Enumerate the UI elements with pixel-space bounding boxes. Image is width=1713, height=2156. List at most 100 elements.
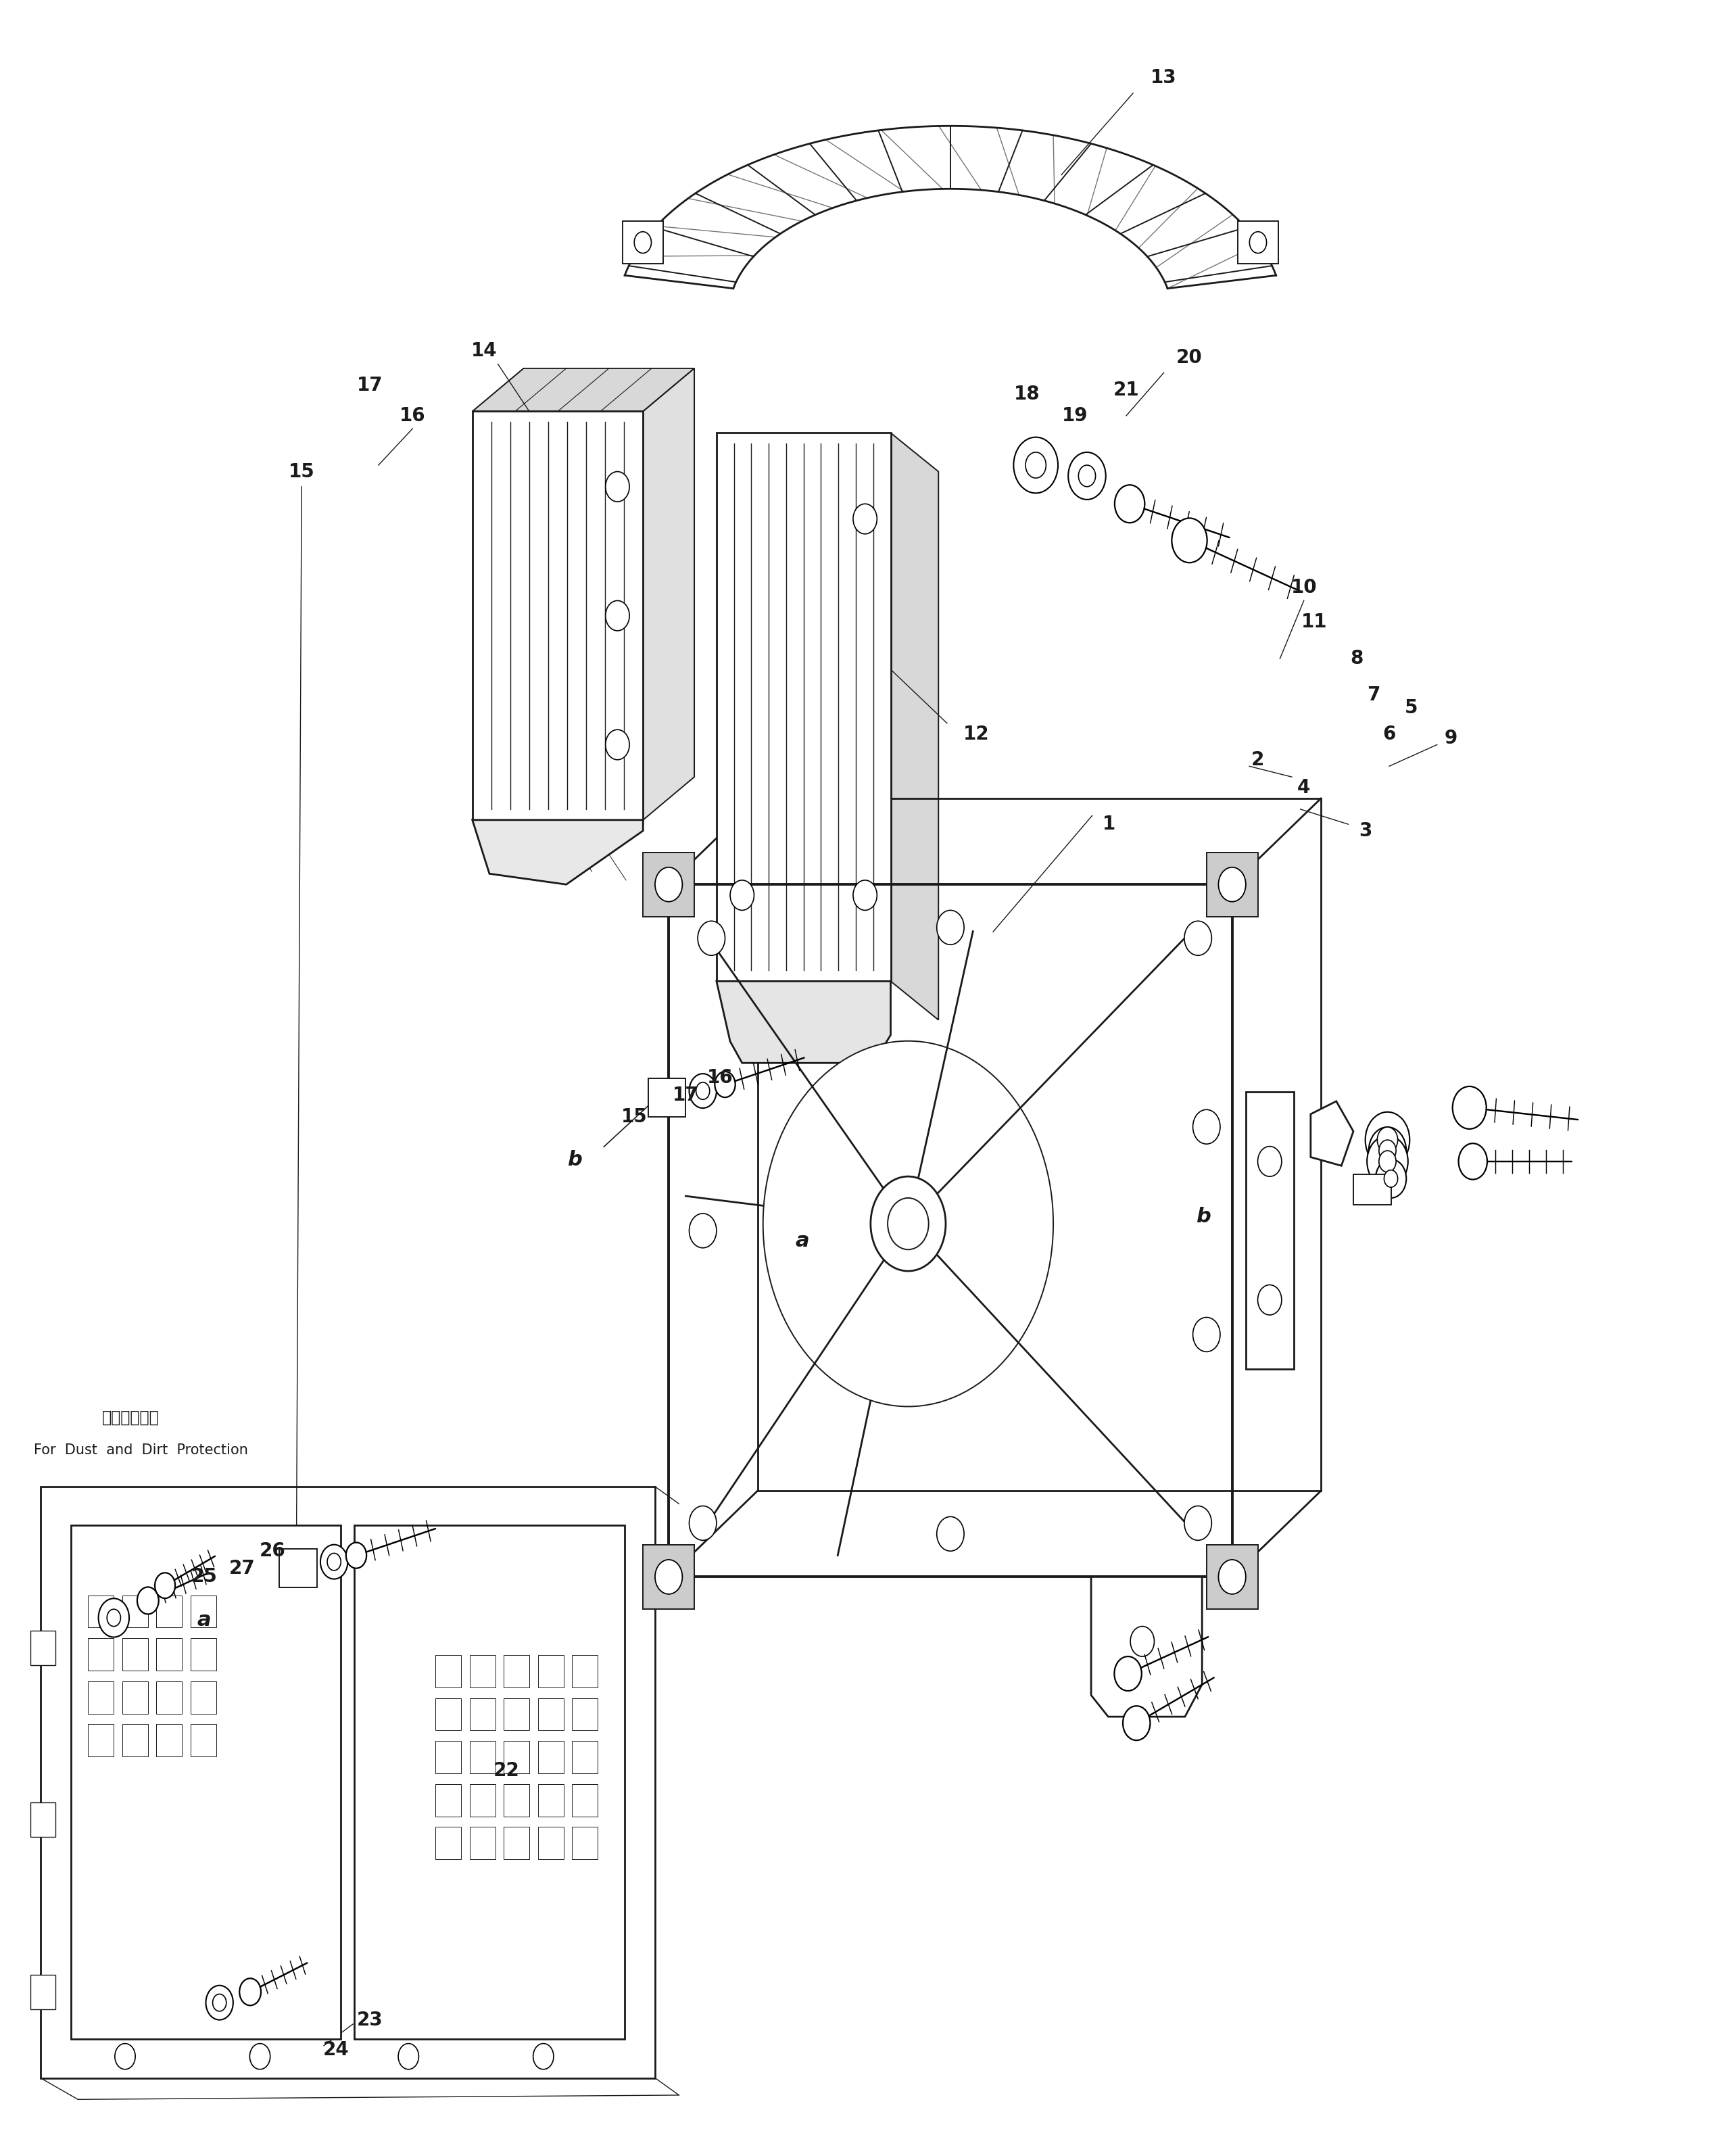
Bar [435,1826,461,1858]
Circle shape [1115,485,1144,522]
Circle shape [1014,438,1059,494]
Circle shape [654,867,682,901]
Circle shape [853,880,877,910]
Polygon shape [473,369,694,412]
Circle shape [695,1082,709,1100]
Bar [87,1682,113,1714]
Bar [156,1725,182,1757]
Bar [622,220,663,263]
Circle shape [1367,1136,1408,1188]
Bar [1245,1093,1293,1369]
Text: 8: 8 [1350,649,1364,668]
Circle shape [1026,453,1047,479]
Bar [572,1656,598,1688]
Bar [190,1595,216,1628]
Bar [41,1488,654,2078]
Circle shape [206,1986,233,2020]
Circle shape [1218,1559,1245,1593]
Text: 26: 26 [259,1542,286,1561]
Circle shape [115,2044,135,2070]
Text: a: a [197,1611,211,1630]
Circle shape [1257,1285,1281,1315]
Bar [72,1524,341,2040]
Bar [1237,220,1278,263]
Bar [504,1783,529,1815]
Bar [156,1595,182,1628]
Bar [538,1742,564,1774]
Circle shape [1172,517,1208,563]
Text: 17: 17 [673,1087,699,1104]
Text: 18: 18 [1014,384,1040,403]
Circle shape [1453,1087,1487,1130]
Bar [122,1595,147,1628]
Circle shape [937,910,964,944]
Circle shape [106,1608,120,1626]
Bar [156,1639,182,1671]
Circle shape [98,1598,128,1636]
Bar [538,1699,564,1731]
Circle shape [1379,1151,1396,1173]
Text: 15: 15 [622,1108,648,1125]
Bar [87,1725,113,1757]
Text: 3: 3 [1358,821,1372,841]
Text: 22: 22 [493,1761,519,1781]
Polygon shape [1091,1576,1203,1716]
Circle shape [697,921,725,955]
Bar [1206,1544,1257,1608]
Bar [504,1699,529,1731]
Text: 19: 19 [1062,405,1088,425]
Bar [642,852,694,916]
Text: 16: 16 [399,405,425,425]
Polygon shape [891,433,939,1020]
Circle shape [1319,1117,1343,1147]
Circle shape [654,1082,675,1108]
Text: a: a [795,1231,809,1250]
Circle shape [1384,1171,1398,1188]
Bar [538,1826,564,1858]
Polygon shape [1310,1102,1353,1166]
Text: 15: 15 [288,461,315,481]
Bar [504,1656,529,1688]
Bar [572,1826,598,1858]
Text: 27: 27 [230,1559,255,1578]
Circle shape [1379,1141,1396,1162]
Circle shape [605,602,629,632]
Bar [355,1524,624,2040]
Text: 23: 23 [356,2009,384,2029]
Bar [1206,852,1257,916]
Text: b: b [567,1149,582,1169]
Bar [572,1699,598,1731]
Text: For  Dust  and  Dirt  Protection: For Dust and Dirt Protection [34,1445,248,1457]
Text: 9: 9 [1444,729,1458,748]
Circle shape [654,1559,682,1593]
Bar [572,1742,598,1774]
Circle shape [1079,466,1096,487]
Circle shape [1131,1626,1155,1656]
Bar [648,1078,685,1117]
Bar [435,1699,461,1731]
Bar [31,1802,57,1837]
Text: 6: 6 [1382,724,1396,744]
Circle shape [137,1587,159,1615]
Circle shape [870,1177,946,1272]
Bar [469,1699,495,1731]
Circle shape [327,1552,341,1570]
Bar [435,1742,461,1774]
Text: 24: 24 [322,2040,349,2059]
Polygon shape [668,884,1232,1576]
Bar [122,1725,147,1757]
Circle shape [689,1214,716,1248]
Circle shape [320,1544,348,1578]
Bar [87,1595,113,1628]
Bar [469,1826,495,1858]
Polygon shape [642,369,694,819]
Text: 21: 21 [1113,379,1139,399]
Text: 4: 4 [1297,778,1310,798]
Text: 7: 7 [1367,686,1381,705]
Circle shape [397,2044,418,2070]
Bar [1353,1175,1391,1205]
Circle shape [605,729,629,759]
Text: 25: 25 [192,1567,218,1587]
Circle shape [762,1041,1053,1406]
Circle shape [1362,1179,1379,1201]
